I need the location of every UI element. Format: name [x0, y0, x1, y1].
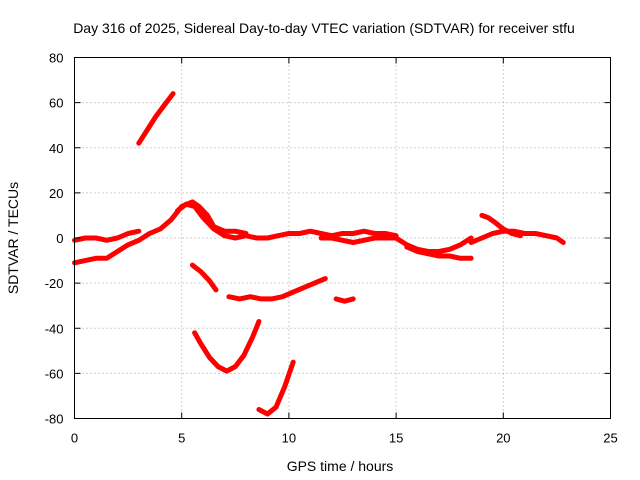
- y-axis-label: SDTVAR / TECUs: [5, 182, 21, 294]
- series-line-arc-11: [333, 296, 356, 304]
- series-line-arc-13: [256, 359, 296, 417]
- series-line-arc-1: [72, 228, 142, 243]
- x-tick-label: 20: [496, 431, 510, 446]
- x-tick-label: 5: [178, 431, 185, 446]
- series-line-arc-4: [174, 201, 399, 241]
- y-tick-label: 60: [49, 96, 63, 111]
- y-tick-label: 0: [56, 231, 63, 246]
- series-line-arc-3: [136, 91, 176, 146]
- data-series: [72, 91, 566, 417]
- y-tick-label: -60: [45, 366, 64, 381]
- y-tick-label: 40: [49, 141, 63, 156]
- series-line-arc-12: [192, 319, 262, 374]
- series-line-arc-10: [226, 276, 328, 302]
- series-line-arc-7: [468, 228, 566, 245]
- y-tick-label: 80: [49, 51, 63, 66]
- y-tick-label: -80: [45, 412, 64, 427]
- x-tick-label: 15: [389, 431, 403, 446]
- x-tick-label: 10: [282, 431, 296, 446]
- y-tick-label: -40: [45, 321, 64, 336]
- y-tick-label: 20: [49, 186, 63, 201]
- y-tick-label: -20: [45, 276, 64, 291]
- series-line-arc-9: [189, 262, 219, 293]
- series-line-arc-5: [318, 235, 474, 254]
- axis-ticks: 0 5 10 15 20 25 -80 -60 -40 -20 0 20 40 60 80: [45, 51, 618, 446]
- x-tick-label: 25: [603, 431, 617, 446]
- x-axis-label: GPS time / hours: [287, 458, 394, 474]
- series-line-arc-6: [404, 244, 474, 261]
- x-tick-label: 0: [71, 431, 78, 446]
- chart-title: Day 316 of 2025, Sidereal Day-to-day VTE…: [73, 20, 575, 36]
- series-line-arc-8: [479, 212, 523, 239]
